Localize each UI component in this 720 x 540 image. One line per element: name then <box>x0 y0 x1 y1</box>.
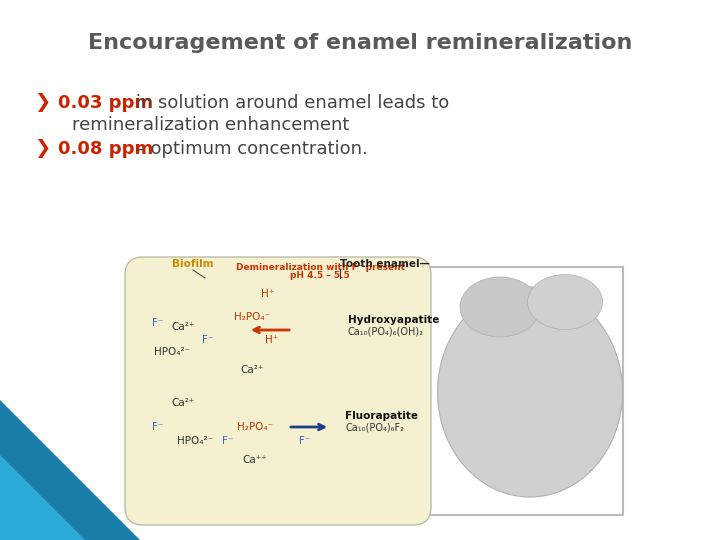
Text: ❯: ❯ <box>34 93 50 112</box>
Text: remineralization enhancement: remineralization enhancement <box>72 116 349 134</box>
Text: Ca²⁺: Ca²⁺ <box>171 322 194 332</box>
Text: H₂PO₄⁻: H₂PO₄⁻ <box>234 312 270 322</box>
FancyBboxPatch shape <box>133 267 623 515</box>
Text: HPO₄²⁻: HPO₄²⁻ <box>154 347 190 357</box>
Text: F⁻: F⁻ <box>222 436 234 446</box>
Text: Hydroxyapatite: Hydroxyapatite <box>348 315 439 325</box>
Text: Ca²⁺: Ca²⁺ <box>171 398 194 408</box>
Text: Fluorapatite: Fluorapatite <box>345 411 418 421</box>
Text: 0.03 ppm: 0.03 ppm <box>58 94 153 112</box>
Text: F⁻: F⁻ <box>153 422 163 432</box>
Text: F⁻: F⁻ <box>202 335 214 345</box>
Text: Ca₁₀(PO₄)₆F₂: Ca₁₀(PO₄)₆F₂ <box>345 422 404 432</box>
Text: ❯: ❯ <box>34 139 50 159</box>
Text: Biofilm: Biofilm <box>172 259 214 269</box>
Text: Ca²⁺: Ca²⁺ <box>240 365 264 375</box>
Text: Encouragement of enamel remineralization: Encouragement of enamel remineralization <box>88 33 632 53</box>
Text: Demineralization with F⁻ present: Demineralization with F⁻ present <box>235 263 405 272</box>
Text: HPO₄²⁻: HPO₄²⁻ <box>177 436 213 446</box>
Polygon shape <box>0 455 85 540</box>
Text: H⁺: H⁺ <box>266 335 279 345</box>
Text: F⁻: F⁻ <box>153 318 163 328</box>
FancyBboxPatch shape <box>125 257 431 525</box>
Ellipse shape <box>528 274 603 329</box>
Text: F⁻: F⁻ <box>300 436 311 446</box>
Text: pH 4.5 – 5.5: pH 4.5 – 5.5 <box>290 271 350 280</box>
Text: 0.08 ppm: 0.08 ppm <box>58 140 153 158</box>
Polygon shape <box>0 400 140 540</box>
Ellipse shape <box>438 287 623 497</box>
Text: H⁺: H⁺ <box>261 289 274 299</box>
Text: Ca₁₀(PO₄)₆(OH)₂: Ca₁₀(PO₄)₆(OH)₂ <box>348 326 424 336</box>
Text: Tooth enamel—: Tooth enamel— <box>340 259 430 269</box>
Text: in solution around enamel leads to: in solution around enamel leads to <box>130 94 449 112</box>
Text: H₂PO₄⁻: H₂PO₄⁻ <box>237 422 273 432</box>
Text: Ca⁺⁺: Ca⁺⁺ <box>243 455 267 465</box>
Text: – optimum concentration.: – optimum concentration. <box>130 140 368 158</box>
Ellipse shape <box>460 277 540 337</box>
